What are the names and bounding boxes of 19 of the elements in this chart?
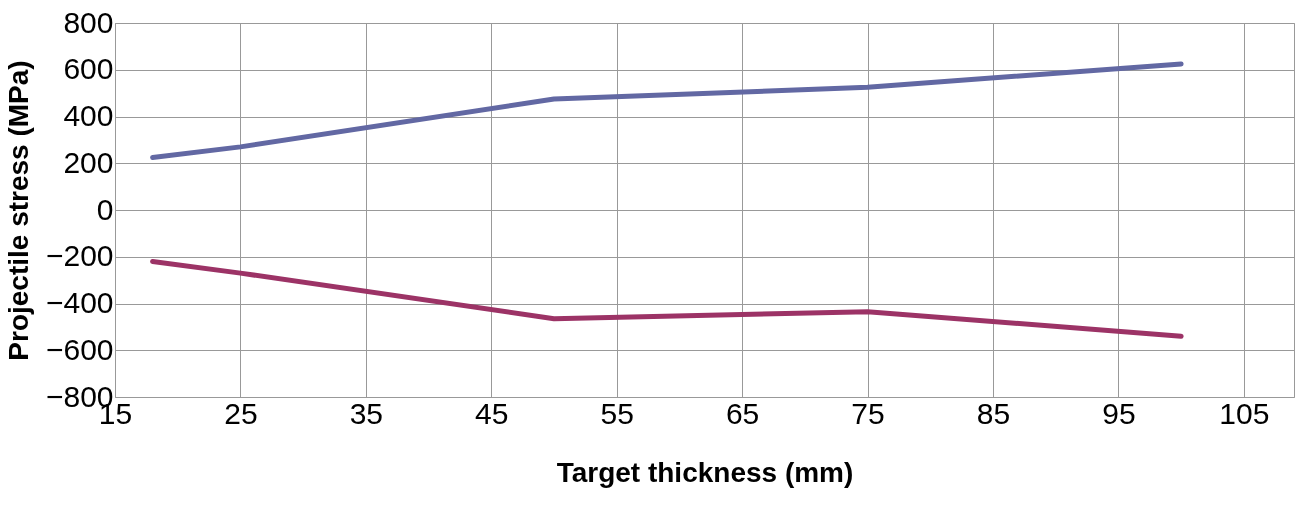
x-tick-label: 75 <box>851 396 885 430</box>
x-tick-label: 45 <box>475 396 509 430</box>
x-tick-label: 85 <box>976 396 1011 430</box>
y-tick-label: 600 <box>63 52 114 86</box>
x-tick-label: 35 <box>349 396 384 430</box>
x-tick-label: 55 <box>600 396 634 430</box>
x-tick-label: 105 <box>1219 396 1270 430</box>
x-tick-label: 65 <box>725 396 760 430</box>
y-tick-label: 400 <box>63 99 114 132</box>
y-tick-label: 800 <box>63 5 114 39</box>
y-axis-title: Projectile stress (MPa) <box>2 60 34 361</box>
x-tick-label: 95 <box>1102 396 1136 430</box>
x-tick-label: 25 <box>224 396 258 430</box>
y-tick-label: 0 <box>96 192 114 226</box>
y-tick-label: −400 <box>45 286 114 319</box>
x-axis-title: Target thickness (mm) <box>556 456 854 488</box>
y-tick-label: −200 <box>45 239 114 273</box>
y-tick-label: −600 <box>45 332 114 366</box>
y-tick-label: 200 <box>63 145 114 179</box>
